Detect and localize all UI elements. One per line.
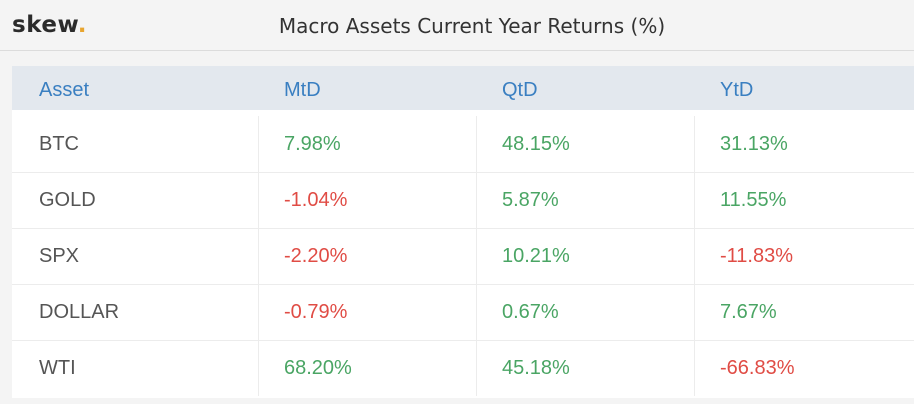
table-row-spx: SPX -2.20% 10.21% -11.83% [12,228,914,284]
mtd-value: -0.79% [284,301,348,323]
table-header-row: Asset MtD QtD YtD [12,66,914,110]
ytd-value: 11.55% [720,189,787,211]
returns-table: Asset MtD QtD YtD BTC 7.98% 48.15% 31.13% GOLD -… [12,66,914,398]
ytd-value: 31.13% [720,133,788,155]
asset-name: GOLD [39,189,96,211]
row-divider [12,284,914,285]
qtd-value: 45.18% [502,357,570,379]
asset-name: BTC [39,133,79,155]
logo-dot: . [77,12,87,38]
asset-name: SPX [39,245,80,267]
mtd-value: 7.98% [284,133,341,155]
column-header-asset[interactable]: Asset [39,79,90,101]
column-header-qtd[interactable]: QtD [502,79,538,101]
qtd-value: 10.21% [502,245,570,267]
column-header-ytd[interactable]: YtD [720,79,754,101]
qtd-value: 5.87% [502,189,559,211]
column-header-mtd[interactable]: MtD [284,79,321,101]
row-divider [12,228,914,229]
mtd-value: -2.20% [284,245,348,267]
asset-name: WTI [39,357,76,379]
asset-name: DOLLAR [39,301,120,323]
mtd-value: 68.20% [284,357,352,379]
column-divider [476,116,477,396]
mtd-value: -1.04% [284,189,348,211]
table-title: Macro Assets Current Year Returns (%) [278,14,666,38]
column-divider [258,116,259,396]
row-divider [12,172,914,173]
top-bar: skew. Macro Assets Current Year Returns … [0,0,914,51]
table-row-wti: WTI 68.20% 45.18% -66.83% [12,340,914,396]
row-divider [12,340,914,341]
qtd-value: 0.67% [502,301,559,323]
column-divider [694,116,695,396]
qtd-value: 48.15% [502,133,570,155]
table-row-gold: GOLD -1.04% 5.87% 11.55% [12,172,914,228]
table-row-dollar: DOLLAR -0.79% 0.67% 7.67% [12,284,914,340]
ytd-value: -11.83% [720,245,794,267]
ytd-value: -66.83% [720,357,795,379]
ytd-value: 7.67% [720,301,777,323]
table-row-btc: BTC 7.98% 48.15% 31.13% [12,116,914,172]
skew-logo[interactable]: skew. [12,12,87,38]
logo-text: skew [12,12,78,38]
